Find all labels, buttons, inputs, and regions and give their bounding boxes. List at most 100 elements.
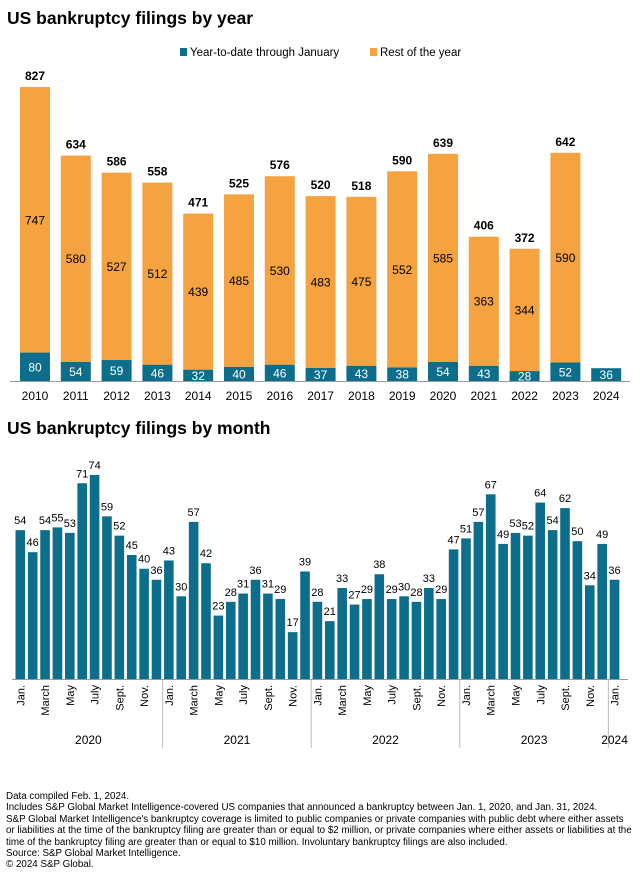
bar-ytd-2014: [183, 369, 214, 381]
legend: Year-to-date through January Rest of the …: [180, 47, 461, 59]
label-month: 52: [522, 521, 534, 533]
label-month: 31: [237, 579, 249, 591]
label-month: 74: [88, 460, 100, 472]
bar-month: [188, 521, 199, 679]
bar-month: [461, 538, 471, 679]
x-tick-month: July: [238, 685, 250, 705]
label-total-2011: 634: [66, 138, 86, 152]
bar-month: [287, 632, 298, 679]
bar-month: [448, 549, 459, 679]
bar-rest-2010: [20, 87, 50, 353]
label-rest-2022: 344: [515, 303, 535, 317]
label-month: 23: [212, 601, 224, 613]
label-month: 53: [509, 518, 521, 530]
bar-month: [436, 599, 447, 679]
label-month: 64: [534, 488, 546, 500]
bar-month: [225, 601, 236, 679]
label-month: 21: [324, 606, 336, 618]
label-month: 43: [163, 545, 175, 557]
x-tick-month: Nov.: [585, 685, 597, 707]
bar-rest-2023: [550, 152, 581, 363]
bar-month: [213, 615, 224, 679]
bar-month: [263, 593, 273, 679]
bar-ytd-2023: [550, 362, 581, 381]
x-tick-2012: 2012: [103, 389, 130, 403]
x-tick-month: Sept.: [411, 685, 423, 711]
bar-rest-2019: [387, 171, 418, 368]
bar-month: [510, 532, 521, 679]
bar-month: [386, 599, 397, 679]
bar-month: [102, 516, 112, 679]
bar-month: [15, 530, 26, 679]
bar-rest-2012: [101, 172, 132, 361]
bar-month: [65, 532, 75, 679]
year-label-2020: 2020: [75, 733, 102, 747]
bar-month: [250, 579, 261, 679]
bar-month: [535, 502, 546, 679]
x-tick-month: Nov.: [436, 685, 448, 707]
label-total-2019: 590: [392, 153, 412, 167]
label-rest-2014: 439: [188, 285, 208, 299]
bar-ytd-2024: [591, 368, 622, 381]
x-tick-2023: 2023: [552, 389, 579, 403]
legend-label-ytd: Year-to-date through January: [190, 47, 339, 59]
label-month: 51: [460, 523, 472, 535]
bar-month: [572, 541, 583, 679]
x-tick-month: March: [189, 685, 201, 716]
label-month: 39: [299, 556, 311, 568]
label-month: 36: [249, 565, 261, 577]
x-tick-month: Sept.: [114, 685, 126, 711]
x-tick-2022: 2022: [511, 389, 538, 403]
x-tick-month: May: [213, 685, 225, 706]
x-tick-2024: 2024: [593, 389, 620, 403]
label-total-2022: 372: [515, 231, 535, 245]
bar-rest-2014: [183, 213, 214, 370]
legend-swatch-ytd: [180, 48, 187, 56]
label-rest-2021: 363: [474, 295, 494, 309]
label-month: 46: [27, 537, 39, 549]
footnote-copyright: © 2024 S&P Global.: [6, 859, 94, 871]
label-total-2016: 576: [270, 158, 290, 172]
bar-ytd-2013: [142, 364, 173, 381]
bar-rest-2013: [142, 182, 173, 365]
label-ytd-2022: 28: [518, 370, 532, 384]
label-rest-2010: 747: [25, 213, 45, 227]
label-rest-2018: 475: [351, 275, 371, 289]
label-month: 30: [175, 581, 187, 593]
label-total-2010: 827: [25, 69, 45, 83]
label-total-2023: 642: [555, 135, 575, 149]
bar-ytd-2016: [264, 364, 295, 381]
x-tick-month: July: [90, 685, 102, 705]
label-rest-2011: 580: [66, 252, 86, 266]
label-ytd-2018: 43: [355, 367, 369, 381]
x-tick-2014: 2014: [185, 389, 212, 403]
label-total-2013: 558: [147, 165, 167, 179]
label-month: 27: [348, 590, 360, 602]
bar-ytd-2018: [346, 365, 377, 381]
bar-ytd-2019: [387, 367, 418, 381]
legend-label-rest: Rest of the year: [380, 47, 461, 59]
bar-month: [164, 560, 174, 679]
footnote-compiled: Data compiled Feb. 1, 2024.: [6, 791, 130, 802]
label-month: 62: [559, 493, 571, 505]
bar-month: [238, 593, 248, 679]
label-rest-2023: 590: [555, 251, 575, 265]
label-ytd-2013: 46: [151, 366, 165, 380]
footnote-includes: Includes S&P Global Market Intelligence-…: [6, 802, 598, 814]
x-tick-month: Sept.: [560, 685, 572, 711]
x-tick-2019: 2019: [389, 389, 416, 403]
x-tick-month: July: [387, 685, 399, 705]
bar-month: [597, 543, 607, 679]
bar-month: [473, 521, 484, 679]
bar-month: [27, 552, 38, 679]
yearly-chart-title: US bankruptcy filings by year: [7, 8, 254, 28]
bar-month: [349, 604, 360, 679]
label-month: 40: [138, 554, 150, 566]
label-month: 29: [386, 584, 398, 596]
bar-rest-2015: [224, 194, 254, 367]
label-month: 71: [76, 468, 88, 480]
bar-rest-2016: [264, 176, 295, 365]
label-ytd-2021: 43: [477, 367, 491, 381]
label-ytd-2011: 54: [69, 365, 83, 379]
label-month: 29: [361, 584, 373, 596]
